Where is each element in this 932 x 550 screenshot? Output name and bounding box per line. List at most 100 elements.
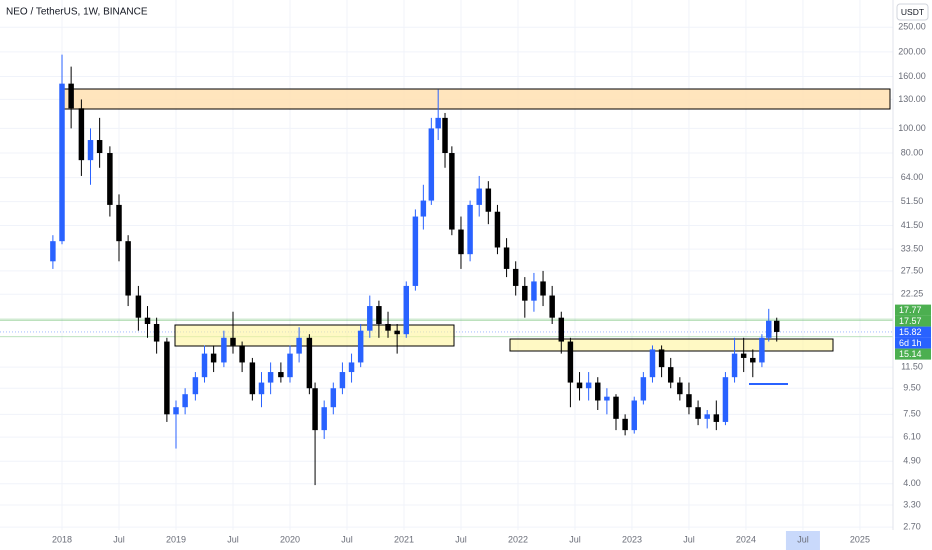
candle-body [258,382,265,395]
candle-body [576,382,583,389]
candle-body [367,306,373,331]
candle-body [135,295,142,318]
x-tick-label: Jul [113,534,125,544]
x-tick-label: 2022 [508,534,528,544]
x-tick-label: 2018 [52,534,72,544]
candle-body [357,330,364,363]
price-tag-label: 17.57 [899,316,922,326]
symbol-title: NEO / TetherUS, 1W, BINANCE [6,7,148,18]
candle-body [759,337,765,363]
candle-body [428,128,435,201]
price-tag-label: 6d 1h [899,338,922,348]
candle-body [449,153,455,230]
x-tick-label: Jul [797,534,809,544]
candle-body [96,140,103,154]
candle-body [494,211,501,248]
y-tick-label: 11.50 [901,362,923,372]
x-tick-label: 2020 [280,534,300,544]
y-tick-label: 41.50 [901,220,924,230]
candle-body [695,407,701,419]
currency-button[interactable] [896,3,929,21]
y-tick-label: 3.30 [903,499,921,509]
candle-body [549,295,555,318]
x-tick-label: 2021 [394,534,414,544]
candle-body [604,396,610,401]
candle-body [78,108,85,161]
price-tag-label: 15.14 [899,349,922,359]
candle-body [394,330,400,335]
x-tick-label: Jul [569,534,581,544]
time-axis [0,530,893,550]
price-axis [893,0,932,550]
price-tag [895,326,931,338]
candle-body [87,140,94,161]
y-tick-label: 64.00 [901,172,924,182]
candle-body [658,349,665,368]
y-tick-label: 33.50 [901,243,924,253]
candle-body [348,362,355,373]
candle-body [585,382,592,389]
candle-body [531,281,537,301]
candle-body [239,345,245,363]
price-tag [895,337,931,349]
price-tag [895,348,931,360]
candle-body [631,400,637,431]
y-tick-label: 2.70 [903,521,921,531]
candle-body [704,414,710,419]
x-tick-label: Jul [341,534,353,544]
y-tick-label: 22.25 [901,289,924,299]
candle-body [667,367,674,383]
candles [50,54,780,486]
price-tag-label: 15.82 [899,327,922,337]
candle-body [230,337,236,346]
candle-body [296,337,302,354]
candle-body [312,388,318,431]
candle-body [740,353,747,358]
candle-body [330,388,337,408]
candle-body [107,153,113,205]
candle-body [50,241,56,262]
candle-body [773,320,780,332]
candle-body [750,357,756,363]
support-zone [174,324,455,347]
candle-body [249,362,256,395]
candle-body [287,353,293,378]
y-tick-label: 160.00 [898,71,926,81]
y-tick-label: 130.00 [898,94,926,104]
candle-body [442,117,448,154]
candle-body [766,320,772,338]
candle-body [722,377,729,422]
candle-body [485,188,492,212]
price-tag [895,315,931,327]
candle-body [522,285,528,301]
y-tick-label: 27.50 [901,265,924,275]
candle-body [622,418,628,431]
candle-body [677,382,683,395]
candle-body [567,341,574,383]
price-tag [895,304,931,316]
candle-body [713,414,720,422]
candle-body [613,396,619,419]
x-tick-label: 2019 [166,534,186,544]
y-tick-label: 250.00 [898,22,926,32]
candle-body [376,306,382,324]
x-tick-label: 2024 [736,534,756,544]
y-tick-label: 80.00 [901,147,924,157]
candle-body [558,317,565,342]
candle-body [210,353,217,363]
candle-body [116,204,122,242]
y-tick-label: 9.50 [903,383,921,393]
x-tick-label: Jul [683,534,695,544]
x-tick-label: 2025 [850,534,870,544]
candle-body [339,372,346,389]
candle-body [403,285,409,335]
candle-body [467,204,473,255]
currency-label[interactable]: USDT [901,7,924,17]
candle-body [201,353,208,378]
y-tick-label: 6.10 [903,432,921,442]
y-tick-label: 7.50 [903,409,921,419]
candle-body [420,200,427,217]
support-zone [509,338,834,352]
